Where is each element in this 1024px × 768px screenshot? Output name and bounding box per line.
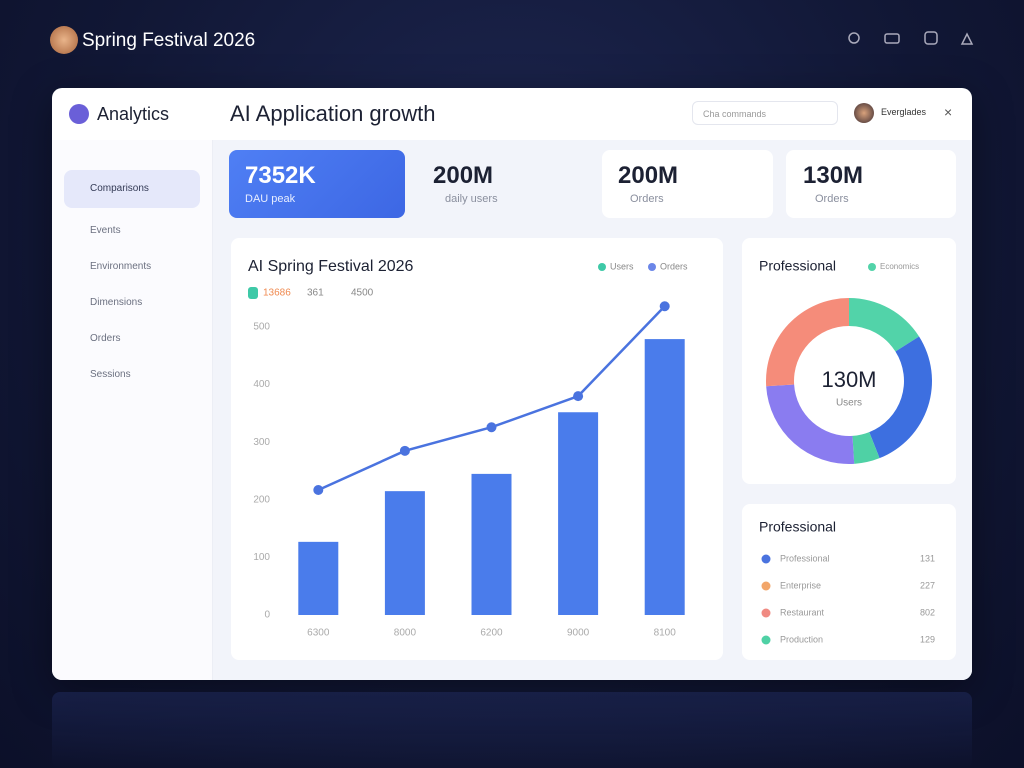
brand-icon [69, 104, 89, 124]
donut-segment [869, 336, 932, 459]
x-tick-label: 6200 [480, 628, 503, 639]
bell-icon[interactable] [960, 32, 974, 45]
donut-segment [849, 298, 920, 352]
line-point [573, 391, 584, 402]
kpi-card [602, 150, 773, 218]
sidebar-item[interactable]: Events [90, 225, 121, 236]
chart-stat: 13686 [263, 288, 291, 299]
kpi-card [229, 150, 405, 218]
stat-badge [248, 287, 258, 299]
sidebar-item[interactable]: Comparisons [64, 170, 200, 208]
kpi-value: 200M [433, 162, 494, 189]
list-name: Production [780, 634, 823, 644]
list-name: Enterprise [780, 580, 821, 590]
donut-segment [852, 432, 880, 464]
list-name: Restaurant [780, 607, 825, 617]
sidebar-item[interactable]: Sessions [90, 369, 131, 380]
keyboard-icon[interactable] [884, 33, 900, 44]
list-dot [761, 554, 771, 564]
y-tick-label: 300 [253, 437, 270, 448]
user-avatar[interactable] [854, 103, 874, 123]
chart-stat: 361 [307, 288, 324, 299]
y-tick-label: 200 [253, 494, 270, 505]
x-tick-label: 9000 [567, 628, 590, 639]
bar [384, 491, 425, 615]
kpi-card [786, 150, 956, 218]
x-tick-label: 8000 [394, 628, 417, 639]
donut-legend: Economics [880, 262, 919, 271]
donut-segment [765, 298, 849, 387]
kpi-label: daily users [445, 193, 498, 205]
list-value: 131 [920, 553, 935, 563]
donut-title: Professional [759, 258, 836, 274]
line-point [313, 485, 324, 496]
list-title: Professional [759, 519, 836, 535]
bar [298, 541, 339, 615]
list-card [742, 504, 956, 660]
kpi-label: DAU peak [245, 193, 296, 205]
window-icon[interactable] [924, 31, 938, 45]
bar [471, 473, 512, 615]
list-dot [761, 608, 771, 618]
search-placeholder: Cha commands [703, 109, 767, 119]
search-icon[interactable] [848, 32, 860, 44]
sidebar-item[interactable]: Orders [90, 333, 121, 344]
bar [558, 412, 599, 615]
chart-stat: 4500 [351, 288, 374, 299]
legend-label: Users [610, 261, 634, 271]
donut-center-value: 130M [821, 367, 876, 392]
list-value: 227 [920, 580, 935, 590]
donut-center-label: Users [836, 398, 862, 409]
x-tick-label: 6300 [307, 628, 330, 639]
y-tick-label: 100 [253, 552, 270, 563]
legend-dot [868, 263, 876, 271]
sidebar: Comparisons Events Environments Dimensions O… [52, 140, 213, 680]
kpi-value: 7352K [245, 162, 316, 189]
list-dot [761, 635, 771, 645]
bar [644, 339, 685, 615]
legend-dot [648, 263, 656, 271]
kpi-value: 130M [803, 162, 864, 189]
app-title: Spring Festival 2026 [82, 30, 256, 51]
chart-title: AI Spring Festival 2026 [248, 258, 414, 275]
legend-label: Orders [660, 261, 688, 271]
reflection [52, 692, 972, 768]
line-point [486, 422, 497, 433]
kpi-label: Orders [630, 193, 664, 205]
y-tick-label: 0 [264, 610, 270, 621]
brand: Analytics [97, 104, 170, 124]
close-button[interactable]: × [944, 104, 953, 120]
dashboard-panel: Analytics AI Application growth Cha comm… [52, 88, 972, 680]
kpi-card [415, 150, 591, 218]
y-tick-label: 400 [253, 379, 270, 390]
kpi-label: Orders [815, 193, 849, 205]
y-tick-label: 500 [253, 322, 270, 333]
user-name: Everglades [881, 107, 927, 117]
legend-dot [598, 263, 606, 271]
x-tick-label: 8100 [654, 628, 677, 639]
list-name: Professional [780, 553, 830, 563]
panel-title: AI Application growth [230, 101, 436, 126]
line-point [659, 301, 670, 312]
app-logo [50, 26, 78, 54]
donut-segment [766, 384, 855, 464]
search-box[interactable]: Cha commands [692, 101, 838, 125]
kpi-value: 200M [618, 162, 679, 189]
list-dot [761, 581, 771, 591]
sidebar-item[interactable]: Dimensions [90, 297, 143, 308]
sidebar-item[interactable]: Environments [90, 261, 152, 272]
list-value: 129 [920, 634, 935, 644]
list-value: 802 [920, 607, 935, 617]
line-point [399, 445, 410, 456]
top-icons [848, 31, 974, 45]
line [317, 305, 666, 492]
